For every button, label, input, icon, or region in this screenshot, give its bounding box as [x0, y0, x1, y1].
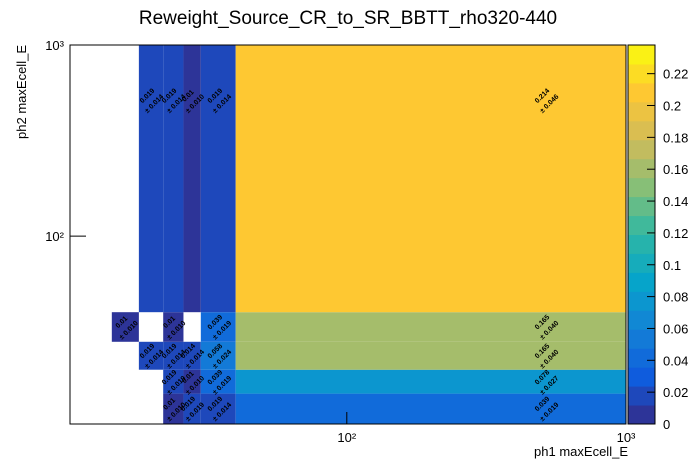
colorbar-segment: [628, 291, 655, 311]
colorbar-segment: [628, 45, 655, 65]
heatmap-cell: [138, 341, 164, 370]
colorbar-tick-label: 0.14: [663, 194, 688, 209]
heatmap-cell: [200, 45, 236, 313]
colorbar-tick-label: 0.16: [663, 162, 688, 177]
colorbar-segment: [628, 329, 655, 349]
colorbar-frame: [627, 44, 656, 425]
colorbar-tick-label: 0: [663, 417, 670, 432]
heatmap-cell: [235, 369, 626, 394]
colorbar-segment: [628, 120, 655, 141]
colorbar-segment: [628, 215, 655, 235]
y-axis-label: ph2 maxEcell_E: [14, 45, 29, 139]
heatmap-cell: [163, 341, 184, 370]
heatmap-cell: [235, 45, 626, 313]
colorbar-segment: [628, 367, 655, 387]
heatmap-cell: [163, 369, 184, 394]
x-tick-label: 10²: [337, 430, 356, 445]
heatmap-cell: [235, 312, 626, 342]
colorbar-segment: [628, 177, 655, 198]
heatmap-cell: [183, 369, 201, 394]
plot-frame: [69, 44, 627, 425]
heatmap-cell: [200, 393, 236, 424]
colorbar-tick-label: 0.18: [663, 130, 688, 145]
colorbar-segment: [628, 158, 655, 179]
chart-title: Reweight_Source_CR_to_SR_BBTT_rho320-440: [139, 8, 557, 29]
colorbar-tick-label: 0.06: [663, 321, 688, 336]
x-axis-label: ph1 maxEcell_E: [534, 444, 628, 459]
y-tick-label: 10²: [45, 229, 64, 244]
heatmap-cell: [163, 45, 184, 313]
heatmap-cell: [163, 312, 184, 342]
heatmap-cell: [200, 312, 236, 342]
colorbar-segment: [628, 82, 655, 103]
heatmap-cell: [200, 341, 236, 370]
heatmap-cell: [183, 341, 201, 370]
colorbar-segment: [628, 139, 655, 160]
heatmap-cell: [183, 45, 201, 313]
colorbar-segment: [628, 310, 655, 330]
colorbar-segment: [628, 405, 655, 425]
colorbar-segment: [628, 101, 655, 122]
x-tick-label: 10³: [617, 430, 636, 445]
colorbar-segment: [628, 272, 655, 292]
heatmap-cell: [235, 341, 626, 370]
y-tick-label: 10³: [45, 38, 64, 53]
colorbar-tick-label: 0.2: [663, 99, 681, 114]
heatmap-cell: [138, 45, 164, 313]
heatmap-cell: [111, 312, 139, 342]
colorbar-tick-label: 0.1: [663, 258, 681, 273]
colorbar-segment: [628, 63, 655, 84]
colorbar-segment: [628, 253, 655, 273]
colorbar-segment: [628, 234, 655, 254]
colorbar-segment: [628, 386, 655, 406]
colorbar-tick-label: 0.04: [663, 353, 688, 368]
heatmap-cell: [235, 393, 626, 424]
colorbar-tick-label: 0.12: [663, 226, 688, 241]
colorbar-tick-label: 0.22: [663, 67, 688, 82]
heatmap-cell: [183, 393, 201, 424]
colorbar-segment: [628, 196, 655, 217]
heatmap-cell: [163, 393, 184, 424]
heatmap-cell: [200, 369, 236, 394]
colorbar-segment: [628, 348, 655, 368]
colorbar-tick-label: 0.02: [663, 385, 688, 400]
colorbar-tick-label: 0.08: [663, 290, 688, 305]
